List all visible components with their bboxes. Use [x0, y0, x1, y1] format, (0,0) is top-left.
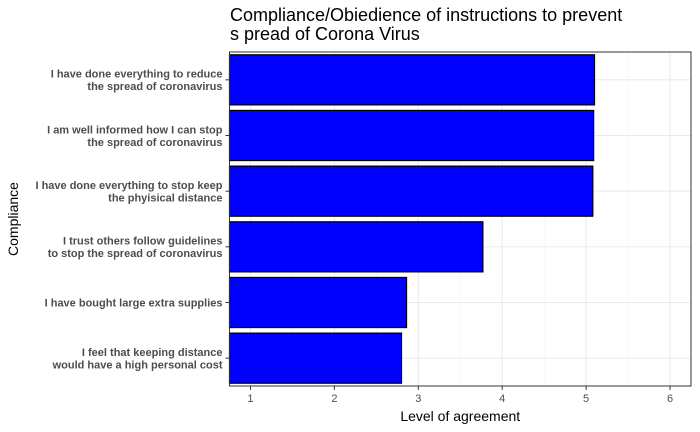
bar	[228, 332, 403, 384]
y-tick-label: would have a high personal cost	[52, 359, 223, 371]
y-tick-label: I feel that keeping distance	[82, 347, 223, 359]
x-tick-label: 1	[247, 393, 253, 405]
y-axis-title: Compliance	[5, 182, 21, 256]
x-axis-ticks: 1 2 3 4 5 6	[247, 386, 673, 405]
y-tick-label: I am well informed how I can stop	[47, 124, 223, 136]
x-tick-label: 6	[667, 393, 673, 405]
bar	[228, 165, 594, 217]
bar	[228, 221, 484, 273]
bar	[228, 54, 596, 106]
bar	[228, 276, 408, 329]
chart-title-line: s pread of Corona Virus	[230, 24, 420, 44]
x-tick-label: 2	[331, 393, 337, 405]
x-tick-label: 3	[415, 393, 421, 405]
y-tick-label: to stop the spread of coronavirus	[48, 248, 223, 260]
plot-border	[229, 51, 692, 387]
chart-title: Compliance/Obiedience of instructions to…	[230, 5, 622, 44]
chart-title-line: Compliance/Obiedience of instructions to…	[230, 5, 622, 25]
y-tick-label: the phyisical distance	[108, 192, 222, 204]
bar	[228, 109, 595, 162]
y-tick-label: I have bought large extra supplies	[45, 298, 223, 310]
y-tick-label: the spread of coronavirus	[87, 81, 222, 93]
bars	[228, 54, 596, 384]
y-tick-label: the spread of coronavirus	[87, 137, 222, 149]
y-tick-label: I trust others follow guidelines	[63, 236, 223, 248]
x-tick-label: 4	[499, 393, 505, 405]
x-axis-title: Level of agreement	[400, 408, 520, 424]
x-tick-label: 5	[583, 393, 589, 405]
y-tick-label: I have done everything to reduce	[51, 69, 223, 81]
y-tick-label: I have done everything to stop keep	[35, 180, 222, 192]
